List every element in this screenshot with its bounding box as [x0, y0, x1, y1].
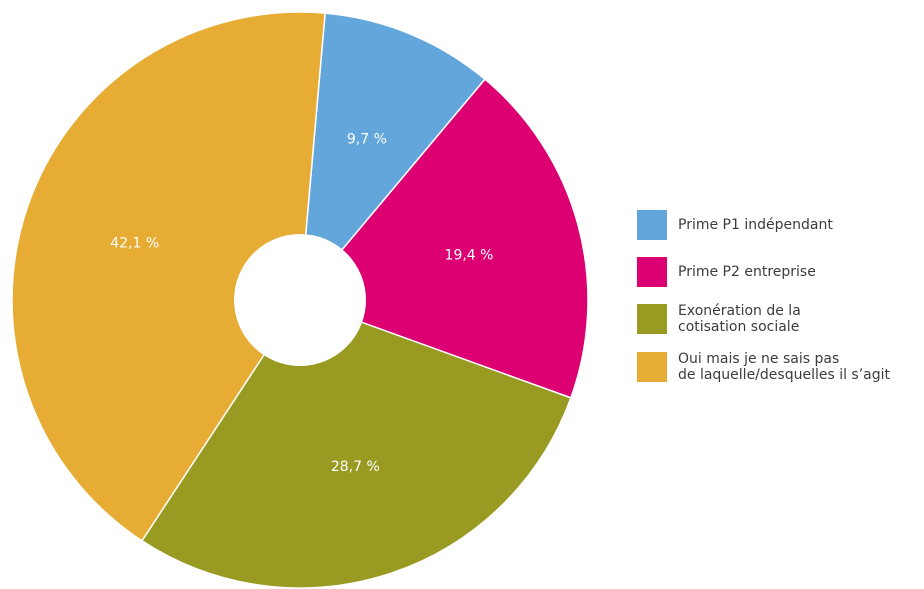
slice-value-label-0: 9,7 %: [347, 131, 387, 147]
chart-data-labels: 9,7 % 19,4 % 28,7 % 42,1 %: [110, 131, 493, 475]
chart-slices: [11, 11, 589, 589]
legend-item-exoneration: Exonération de la cotisation sociale: [637, 303, 924, 335]
donut-hole: [234, 234, 366, 366]
legend-swatch: [637, 257, 667, 287]
legend-label: Prime P1 indépendant: [678, 217, 833, 233]
slice-value-label-1: 19,4 %: [445, 247, 494, 263]
slice-value-label-3: 42,1 %: [110, 236, 159, 252]
legend-label: Oui mais je ne sais pas de laquelle/desq…: [678, 351, 891, 383]
slice-value-label-2: 28,7 %: [331, 459, 380, 475]
pie-slice-2: [140, 299, 572, 589]
pie-slice-0: [299, 12, 487, 303]
legend-swatch: [637, 304, 667, 334]
legend: Prime P1 indépendant Prime P2 entreprise…: [637, 210, 924, 400]
legend-item-prime-p1: Prime P1 indépendant: [637, 210, 924, 240]
legend-label: Exonération de la cotisation sociale: [678, 303, 801, 335]
pie-slice-1: [298, 78, 589, 399]
legend-swatch: [637, 352, 667, 382]
legend-item-ne-sais-pas: Oui mais je ne sais pas de laquelle/desq…: [637, 351, 924, 383]
legend-item-prime-p2: Prime P2 entreprise: [637, 257, 924, 287]
legend-swatch: [637, 210, 667, 240]
pie-slice-3: [11, 11, 326, 542]
legend-label: Prime P2 entreprise: [678, 264, 816, 280]
